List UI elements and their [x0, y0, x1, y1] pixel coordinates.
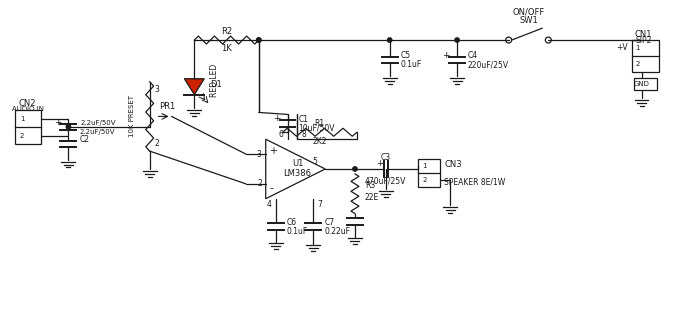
- Text: +: +: [273, 114, 281, 123]
- Text: C3: C3: [381, 153, 391, 162]
- Text: 8: 8: [302, 130, 306, 139]
- Text: 22E: 22E: [365, 193, 379, 202]
- Text: AUDIO IN: AUDIO IN: [12, 107, 43, 113]
- Text: U1: U1: [292, 159, 303, 167]
- Text: R2: R2: [221, 27, 232, 36]
- Circle shape: [257, 38, 261, 42]
- Text: CN3: CN3: [444, 160, 462, 168]
- Text: 2: 2: [155, 139, 160, 148]
- Text: 470uF/25V: 470uF/25V: [365, 176, 407, 185]
- Text: GND: GND: [634, 81, 650, 87]
- Text: 5: 5: [313, 157, 318, 165]
- Circle shape: [257, 38, 261, 42]
- Text: +: +: [376, 159, 383, 167]
- Text: -: -: [270, 183, 274, 193]
- Text: 2: 2: [257, 179, 262, 188]
- Text: +: +: [442, 51, 450, 61]
- Text: 10uF/50V: 10uF/50V: [298, 124, 335, 133]
- Text: C2: C2: [79, 135, 90, 144]
- Text: 0.1uF: 0.1uF: [400, 60, 422, 69]
- Text: R3: R3: [365, 181, 375, 190]
- Text: C7: C7: [324, 218, 335, 227]
- Text: 7: 7: [317, 200, 322, 209]
- Text: C5: C5: [400, 51, 411, 61]
- Text: 0.1uF: 0.1uF: [286, 227, 308, 236]
- Text: PR1: PR1: [160, 102, 176, 111]
- Text: 3: 3: [155, 85, 160, 94]
- Text: 1K: 1K: [221, 44, 232, 54]
- Text: 10K PRESET: 10K PRESET: [129, 95, 135, 138]
- Text: 6: 6: [279, 130, 284, 139]
- Bar: [631, 40, 659, 72]
- Text: +V: +V: [616, 43, 628, 53]
- Text: 1: 1: [422, 163, 427, 169]
- Text: CN1: CN1: [635, 30, 652, 38]
- Text: +: +: [54, 118, 61, 127]
- Text: 4: 4: [267, 200, 272, 209]
- Circle shape: [353, 167, 357, 171]
- Text: LM386: LM386: [284, 169, 312, 178]
- Circle shape: [388, 38, 392, 42]
- Text: SIP2: SIP2: [636, 36, 652, 44]
- Text: SPEAKER 8E/1W: SPEAKER 8E/1W: [444, 177, 505, 186]
- Bar: [634, 78, 657, 89]
- Text: 2.2uF/50V: 2.2uF/50V: [80, 120, 116, 126]
- Text: SW1: SW1: [519, 16, 538, 25]
- Bar: [419, 159, 440, 187]
- Text: 3: 3: [257, 150, 262, 159]
- Bar: [15, 111, 41, 144]
- Text: R1: R1: [315, 119, 325, 128]
- Text: 2: 2: [636, 61, 640, 67]
- Text: C6: C6: [286, 218, 297, 227]
- Text: 2: 2: [422, 177, 427, 183]
- Circle shape: [455, 38, 459, 42]
- Text: +: +: [269, 146, 276, 156]
- Text: C4: C4: [468, 51, 478, 61]
- Text: 2.2uF/50V: 2.2uF/50V: [79, 129, 115, 135]
- Text: D1: D1: [210, 80, 222, 89]
- Text: ON/OFF: ON/OFF: [512, 8, 545, 17]
- Text: 2K2: 2K2: [312, 137, 327, 146]
- Text: 1: 1: [20, 116, 25, 122]
- Circle shape: [66, 125, 71, 129]
- Text: CN2: CN2: [19, 99, 36, 108]
- Text: C1: C1: [298, 115, 309, 124]
- Text: 1: 1: [636, 45, 640, 51]
- Text: 2: 2: [20, 133, 25, 139]
- Text: RED LED: RED LED: [210, 63, 219, 97]
- Text: 220uF/25V: 220uF/25V: [468, 60, 509, 69]
- Text: 0.22uF: 0.22uF: [324, 227, 350, 236]
- Polygon shape: [184, 79, 204, 95]
